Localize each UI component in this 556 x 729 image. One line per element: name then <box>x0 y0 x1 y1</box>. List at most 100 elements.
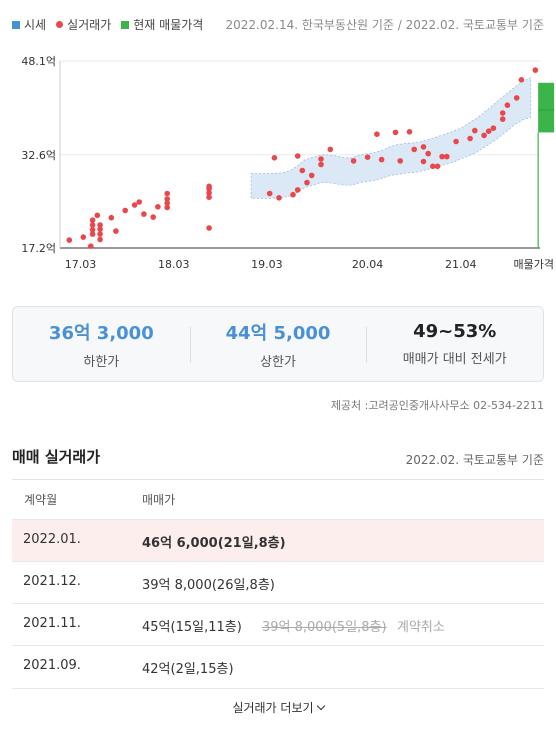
trade-point <box>472 127 478 134</box>
trade-point <box>481 132 487 139</box>
trade-point <box>89 217 96 223</box>
cancelled-trade-price: 39억 8,000(5일,8층) <box>262 620 387 635</box>
trade-point <box>89 227 96 233</box>
trade-point <box>108 214 115 221</box>
trades-source: 2022.02. 국토교통부 기준 <box>405 453 544 467</box>
trade-point <box>155 204 161 210</box>
trade-point <box>425 150 432 157</box>
chevron-down-icon <box>316 701 325 711</box>
trade-point <box>411 146 418 153</box>
legend-item-market[interactable]: 시세 <box>12 16 46 33</box>
trade-point <box>206 183 212 190</box>
trade-point <box>290 191 296 198</box>
x-tick-label: 17.03 <box>65 258 97 271</box>
trade-date: 2021.12. <box>23 574 81 589</box>
trade-point <box>518 77 525 83</box>
y-tick-label: 48.1억 <box>21 55 56 68</box>
trade-point <box>294 187 301 193</box>
trade-price: 39억 8,000(26일,8층) <box>142 578 275 593</box>
trade-point <box>294 153 301 159</box>
trade-point <box>97 236 103 243</box>
trade-point <box>430 163 436 170</box>
trade-point <box>420 144 427 150</box>
trade-point <box>88 243 94 249</box>
x-tick-label: 18.03 <box>158 258 190 271</box>
trade-point <box>164 200 170 206</box>
trade-point <box>392 129 399 136</box>
trade-point <box>299 167 306 174</box>
trade-point <box>80 234 87 240</box>
table-row[interactable]: 2022.01. 46억 6,000(21일,8층) <box>12 519 544 561</box>
trade-point <box>141 211 147 217</box>
chart-legend: 시세 실거래가 현재 매물가격 <box>12 16 213 33</box>
trade-point <box>439 153 445 160</box>
trade-point <box>271 155 278 161</box>
price-chart: 48.1억 32.6억 17.2억 17.03 18.03 19.03 20.04 21.04… <box>21 55 555 271</box>
more-trades-button[interactable]: 실거래가 더보기 <box>232 699 325 716</box>
trade-point <box>97 222 103 228</box>
trade-point <box>499 116 506 122</box>
trade-point <box>150 214 156 220</box>
trade-point <box>136 199 142 205</box>
trade-point <box>406 129 413 135</box>
y-tick-label: 17.2억 <box>21 242 56 255</box>
trade-point <box>490 125 497 131</box>
trades-header: 매매 실거래가 2022.02. 국토교통부 기준 <box>12 443 544 480</box>
y-tick-label: 32.6억 <box>21 149 56 162</box>
lower-price-col: 36억 3,000 하한가 <box>13 307 190 381</box>
trade-point <box>266 190 273 197</box>
trade-price: 42억(2일,15층) <box>142 662 234 677</box>
trade-point <box>504 102 511 108</box>
legend-item-listing[interactable]: 현재 매물가격 <box>121 16 203 33</box>
trade-point <box>318 161 324 168</box>
more-section: 실거래가 더보기 <box>12 688 544 729</box>
x-tick-label: 19.03 <box>251 258 283 271</box>
price-summary: 36억 3,000 하한가 44억 5,000 상한가 49~53% 매매가 대… <box>12 306 544 382</box>
legend-label: 시세 <box>24 18 47 32</box>
trade-point <box>97 226 103 232</box>
chart-source: 2022.02.14. 한국부동산원 기준 / 2022.02. 국토교통부 기… <box>225 18 545 32</box>
trade-point <box>206 194 212 200</box>
table-row[interactable]: 2021.11. 45억(15일,11층) 39억 8,000(5일,8층) 계… <box>12 603 544 645</box>
jeonse-ratio-label: 매매가 대비 전세가 <box>402 352 507 367</box>
trade-date: 2021.11. <box>23 616 81 631</box>
provider-info: 제공처 :고려공인중개사사무소 02-534-2211 <box>330 399 544 412</box>
jeonse-ratio-value: 49~53% <box>413 321 497 342</box>
trade-price: 45억(15일,11층) <box>142 620 242 635</box>
trade-point <box>420 158 427 165</box>
trade-point <box>97 231 103 237</box>
trade-point <box>122 207 128 214</box>
x-tick-label: 매물가격 <box>514 258 554 271</box>
lower-price-value: 36억 3,000 <box>48 322 154 344</box>
x-tick-label: 20.04 <box>352 258 384 271</box>
trade-point <box>397 158 404 164</box>
ratio-col: 49~53% 매매가 대비 전세가 <box>366 307 543 381</box>
trade-point <box>350 158 357 164</box>
trade-point <box>308 172 315 179</box>
legend-square-icon <box>12 20 20 29</box>
trade-point <box>444 153 450 160</box>
trades-table-header: 계약월 매매가 <box>12 480 544 518</box>
trade-point <box>485 128 492 134</box>
trade-point <box>327 146 334 153</box>
trade-point <box>513 95 520 101</box>
legend-dot-icon <box>56 21 64 28</box>
trade-point <box>164 204 170 211</box>
trade-point <box>276 195 282 201</box>
trade-point <box>89 231 96 237</box>
upper-price-value: 44억 5,000 <box>225 322 331 344</box>
trade-point <box>113 228 119 234</box>
col-header-price: 매매가 <box>142 493 176 507</box>
lower-price-label: 하한가 <box>83 354 120 370</box>
trade-point <box>164 190 170 197</box>
table-row[interactable]: 2021.09. 42억(2일,15층) <box>12 645 544 687</box>
trades-title: 매매 실거래가 <box>12 448 101 466</box>
listing-price-bar <box>538 82 555 133</box>
trade-date: 2022.01. <box>23 532 81 547</box>
trade-point <box>364 154 371 160</box>
trade-point <box>206 225 212 231</box>
table-row[interactable]: 2021.12. 39억 8,000(26일,8층) <box>12 561 544 603</box>
trade-point <box>66 237 73 243</box>
legend-item-actual[interactable]: 실거래가 <box>56 16 111 33</box>
trade-point <box>453 138 459 145</box>
